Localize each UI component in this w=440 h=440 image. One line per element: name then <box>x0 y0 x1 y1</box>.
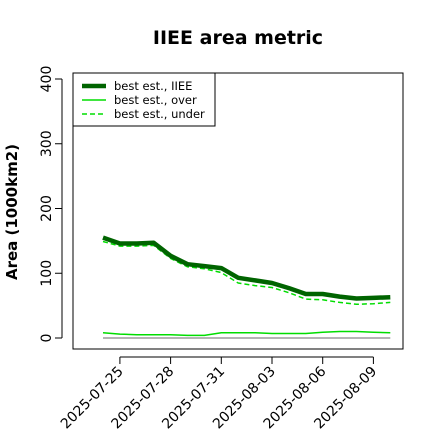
x-axis: 2025-07-252025-07-282025-07-312025-08-03… <box>58 356 380 432</box>
y-tick-label: 100 <box>39 260 55 287</box>
legend-label: best est., under <box>114 107 205 121</box>
y-axis: 0 100 200 300 400 <box>39 66 63 343</box>
legend-label: best est., over <box>114 93 197 107</box>
series-line-under <box>102 240 391 306</box>
chart-title: IIEE area metric <box>153 27 323 49</box>
y-tick-label: 400 <box>39 66 55 93</box>
legend-label: best est., IIEE <box>114 79 192 93</box>
series-line-over <box>102 330 391 337</box>
y-tick-label: 0 <box>39 334 55 343</box>
y-tick-label: 300 <box>39 130 55 157</box>
plot-frame <box>72 72 404 350</box>
series-line-iiee <box>102 235 391 301</box>
y-tick-label: 200 <box>39 195 55 222</box>
series-layer <box>102 235 391 339</box>
y-axis-label: Area (1000km2) <box>3 144 21 280</box>
